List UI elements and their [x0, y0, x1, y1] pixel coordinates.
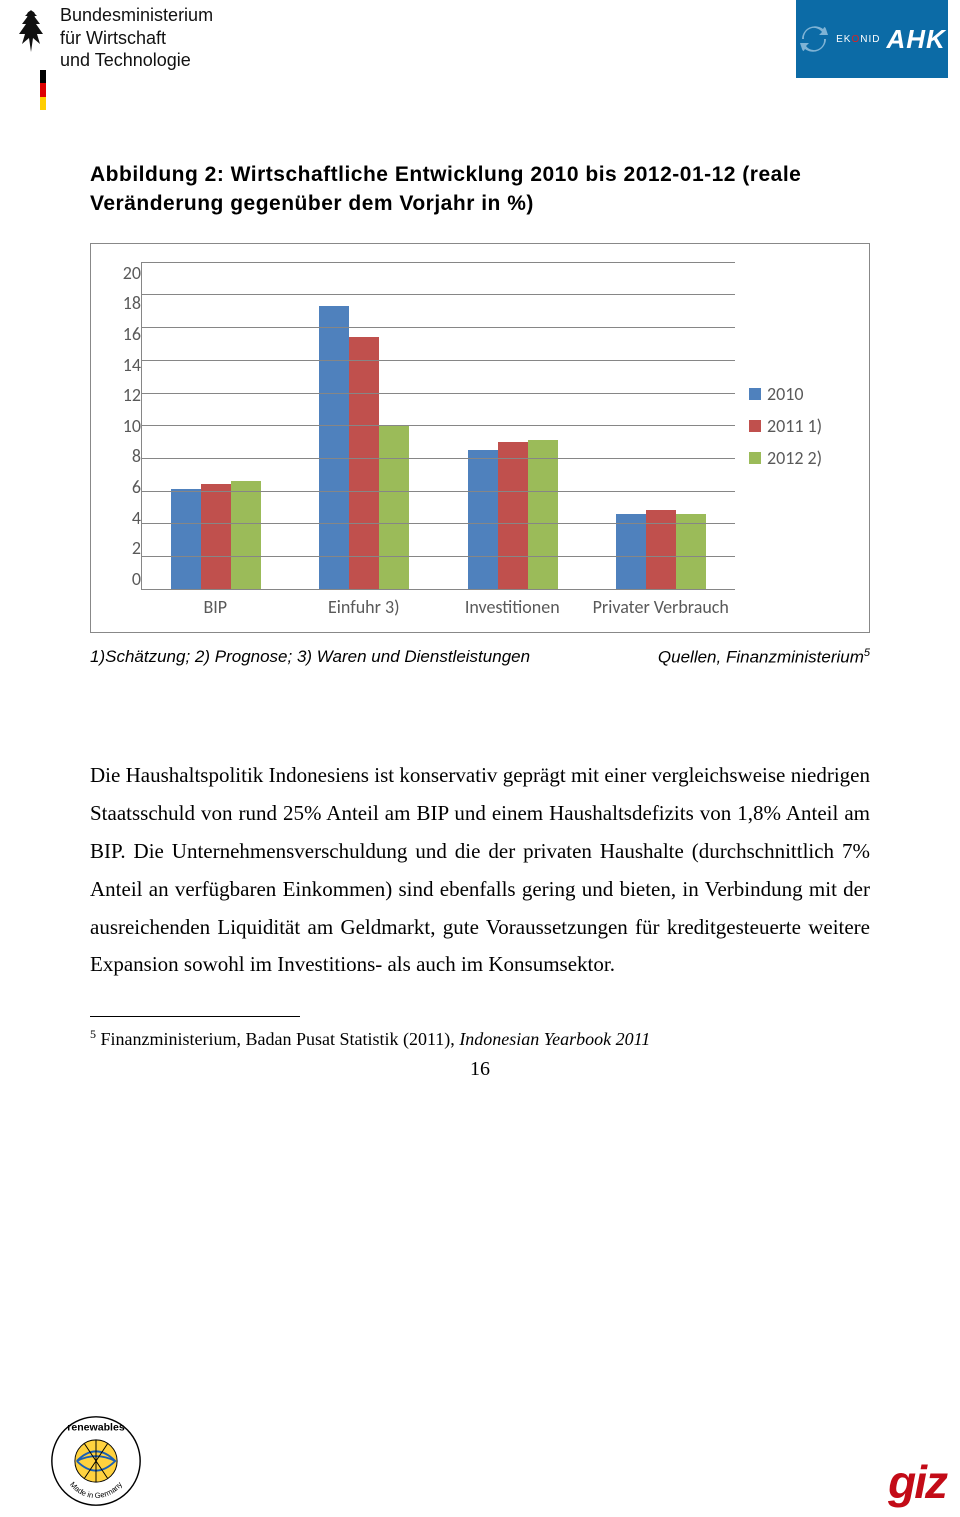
gridline	[142, 556, 735, 557]
legend-label: 2012 2)	[767, 447, 822, 469]
gridline	[142, 360, 735, 361]
ministry-line3: und Technologie	[60, 49, 213, 72]
ahk-badge: EKONID AHK	[796, 0, 948, 78]
x-tick-label: Privater Verbrauch	[587, 590, 736, 618]
y-tick-label: 2	[132, 537, 141, 559]
y-tick-label: 4	[132, 507, 141, 529]
bar	[171, 489, 201, 589]
legend-swatch	[749, 452, 761, 464]
bar	[319, 306, 349, 589]
recycle-arrows-icon	[798, 23, 830, 55]
y-tick-label: 16	[123, 323, 141, 345]
page-content: Abbildung 2: Wirtschaftliche Entwicklung…	[90, 160, 870, 1081]
giz-logo: giz	[888, 1455, 946, 1509]
svg-text:Made in Germany: Made in Germany	[68, 1480, 124, 1500]
bar	[201, 484, 231, 589]
bar	[676, 514, 706, 589]
gridline	[142, 327, 735, 328]
page-header: Bundesministerium für Wirtschaft und Tec…	[0, 0, 960, 110]
ministry-line2: für Wirtschaft	[60, 27, 213, 50]
german-eagle-icon	[6, 6, 56, 56]
x-tick-label: BIP	[141, 590, 290, 618]
y-tick-label: 14	[123, 354, 141, 376]
gridline	[142, 458, 735, 459]
bar	[349, 337, 379, 589]
gridline	[142, 393, 735, 394]
legend-swatch	[749, 388, 761, 400]
legend-label: 2011 1)	[767, 415, 822, 437]
legend-item: 2011 1)	[749, 415, 855, 437]
bar	[468, 450, 498, 589]
x-tick-label: Einfuhr 3)	[290, 590, 439, 618]
body-paragraph: Die Haushaltspolitik Indonesiens ist kon…	[90, 757, 870, 984]
legend-item: 2010	[749, 383, 855, 405]
gridline	[142, 491, 735, 492]
bar	[646, 510, 676, 588]
chart-plot-area	[141, 262, 735, 590]
legend-item: 2012 2)	[749, 447, 855, 469]
ministry-title: Bundesministerium für Wirtschaft und Tec…	[60, 4, 213, 72]
bar	[528, 440, 558, 589]
gridline	[142, 425, 735, 426]
chart-footnote-right: Quellen, Finanzministerium5	[658, 647, 870, 668]
x-tick-label: Investitionen	[438, 590, 587, 618]
bar-chart: 20181614121086420 BIPEinfuhr 3)Investiti…	[90, 243, 870, 633]
bar	[616, 514, 646, 589]
page-footer: renewables Made in Germany giz	[0, 1407, 960, 1517]
y-tick-label: 18	[123, 292, 141, 314]
chart-x-axis: BIPEinfuhr 3)InvestitionenPrivater Verbr…	[141, 590, 735, 618]
gridline	[142, 294, 735, 295]
ekonid-label: EKONID	[836, 34, 880, 45]
legend-swatch	[749, 420, 761, 432]
figure-title: Abbildung 2: Wirtschaftliche Entwicklung…	[90, 160, 870, 219]
chart-footnote-left: 1)Schätzung; 2) Prognose; 3) Waren und D…	[90, 647, 530, 668]
footnote-rule	[90, 1016, 300, 1017]
ministry-line1: Bundesministerium	[60, 4, 213, 27]
page-number: 16	[90, 1058, 870, 1081]
chart-legend: 2010 2011 1) 2012 2)	[735, 262, 855, 618]
legend-label: 2010	[767, 383, 804, 405]
y-tick-label: 12	[123, 384, 141, 406]
y-tick-label: 8	[132, 445, 141, 467]
footnote-italic: Indonesian Yearbook 2011	[459, 1029, 650, 1049]
y-tick-label: 10	[123, 415, 141, 437]
chart-y-axis: 20181614121086420	[105, 262, 141, 618]
chart-footnote: 1)Schätzung; 2) Prognose; 3) Waren und D…	[90, 647, 870, 668]
bar	[231, 481, 261, 589]
footnote: 5 Finanzministerium, Badan Pusat Statist…	[90, 1027, 870, 1050]
renewables-text: renewables	[67, 1421, 125, 1433]
gridline	[142, 262, 735, 263]
ahk-text: AHK	[887, 24, 946, 55]
y-tick-label: 20	[123, 262, 141, 284]
renewables-badge-icon: renewables Made in Germany	[48, 1413, 144, 1509]
y-tick-label: 0	[132, 568, 141, 590]
footnote-text: Finanzministerium, Badan Pusat Statistik…	[96, 1029, 459, 1049]
bar	[379, 425, 409, 589]
gridline	[142, 523, 735, 524]
y-tick-label: 6	[132, 476, 141, 498]
german-flag-bar-icon	[40, 70, 46, 110]
bar	[498, 442, 528, 589]
